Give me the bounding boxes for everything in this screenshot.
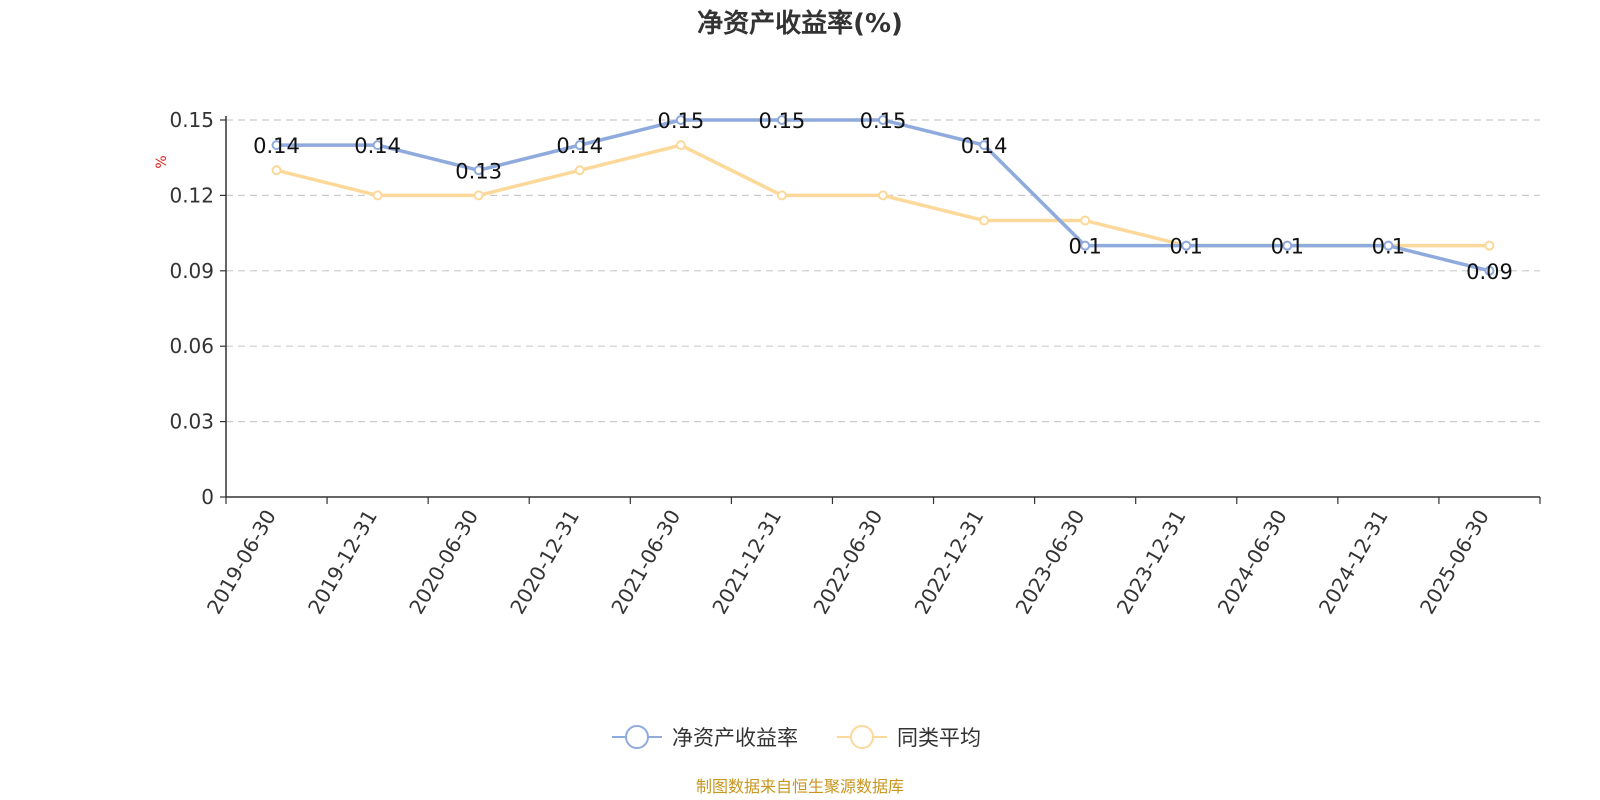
data-point[interactable] (1484, 265, 1495, 276)
x-tick-label: 2019-06-30 (202, 506, 281, 619)
data-label: 0.14 (354, 134, 401, 158)
data-label: 0.1 (1068, 235, 1101, 259)
y-tick-label: 0.12 (169, 183, 214, 207)
data-point[interactable] (776, 115, 787, 125)
x-tick-label: 2025-06-30 (1415, 506, 1494, 619)
x-tick-label: 2022-12-31 (910, 506, 989, 619)
x-tick-label: 2021-06-30 (606, 506, 685, 619)
data-point[interactable] (372, 140, 383, 151)
x-tick-label: 2024-06-30 (1213, 506, 1292, 619)
data-label: 0.13 (455, 159, 502, 183)
x-tick-label: 2023-12-31 (1112, 506, 1191, 619)
data-point[interactable] (979, 215, 990, 226)
data-label: 0.15 (759, 109, 806, 133)
data-label: 0.15 (860, 109, 907, 133)
data-labels: 0.14 0.14 0.13 0.14 0.15 0.15 0.15 0.14 0.1 0.1 0.… (253, 109, 1513, 284)
x-tick-label: 2024-12-31 (1314, 506, 1393, 619)
data-point[interactable] (776, 190, 787, 201)
data-point[interactable] (271, 140, 282, 151)
data-point[interactable] (878, 115, 888, 125)
x-tick-label: 2020-12-31 (505, 506, 584, 619)
legend-label[interactable]: 净资产收益率 (672, 726, 798, 750)
data-point[interactable] (675, 115, 686, 125)
data-point[interactable] (675, 140, 686, 151)
data-label: 0.14 (253, 134, 300, 158)
data-label: 0.15 (657, 109, 704, 133)
data-point[interactable] (473, 190, 484, 201)
legend-label[interactable]: 同类平均 (897, 726, 981, 750)
x-tick-label: 2022-06-30 (808, 506, 887, 619)
legend-marker[interactable] (625, 725, 649, 749)
x-tick-label: 2023-06-30 (1011, 506, 1090, 619)
data-point[interactable] (574, 165, 585, 176)
data-point[interactable] (1181, 240, 1192, 251)
legend: 净资产收益率 同类平均 (612, 725, 981, 750)
grid-lines (226, 119, 1540, 423)
y-tick-label: 0.03 (169, 410, 214, 434)
data-point[interactable] (473, 165, 484, 176)
data-label: 0.1 (1372, 235, 1405, 259)
data-point[interactable] (1282, 240, 1293, 251)
series-layer (271, 115, 1495, 276)
data-point[interactable] (372, 190, 383, 201)
data-point[interactable] (878, 190, 888, 201)
legend-marker[interactable] (850, 725, 874, 749)
data-point[interactable] (1080, 240, 1091, 251)
data-point[interactable] (574, 140, 585, 151)
data-label: 0.1 (1271, 235, 1304, 259)
x-tick-label: 2021-12-31 (707, 506, 786, 619)
chart-title: 净资产收益率(%) (697, 8, 903, 39)
data-label: 0.1 (1170, 235, 1203, 259)
data-label: 0.14 (961, 134, 1008, 158)
y-axis-unit-label: % (154, 155, 170, 168)
y-tick-label: 0.06 (169, 334, 214, 358)
y-tick-label: 0.15 (169, 108, 214, 132)
x-tick-label: 2019-12-31 (303, 506, 382, 619)
data-label: 0.09 (1466, 260, 1513, 284)
data-label: 0.14 (556, 134, 603, 158)
data-point[interactable] (1080, 215, 1091, 226)
y-tick-label: 0 (201, 485, 214, 509)
x-tick-label: 2020-06-30 (404, 506, 483, 619)
data-point[interactable] (271, 165, 282, 176)
data-point[interactable] (1484, 240, 1495, 251)
data-point[interactable] (1383, 240, 1394, 251)
source-note: 制图数据来自恒生聚源数据库 (696, 777, 904, 796)
data-point[interactable] (979, 140, 990, 151)
axes: 0 0.03 0.06 0.09 0.12 0.15 2019-06-30 2019-12-3… (169, 108, 1541, 619)
y-tick-label: 0.09 (169, 259, 214, 283)
